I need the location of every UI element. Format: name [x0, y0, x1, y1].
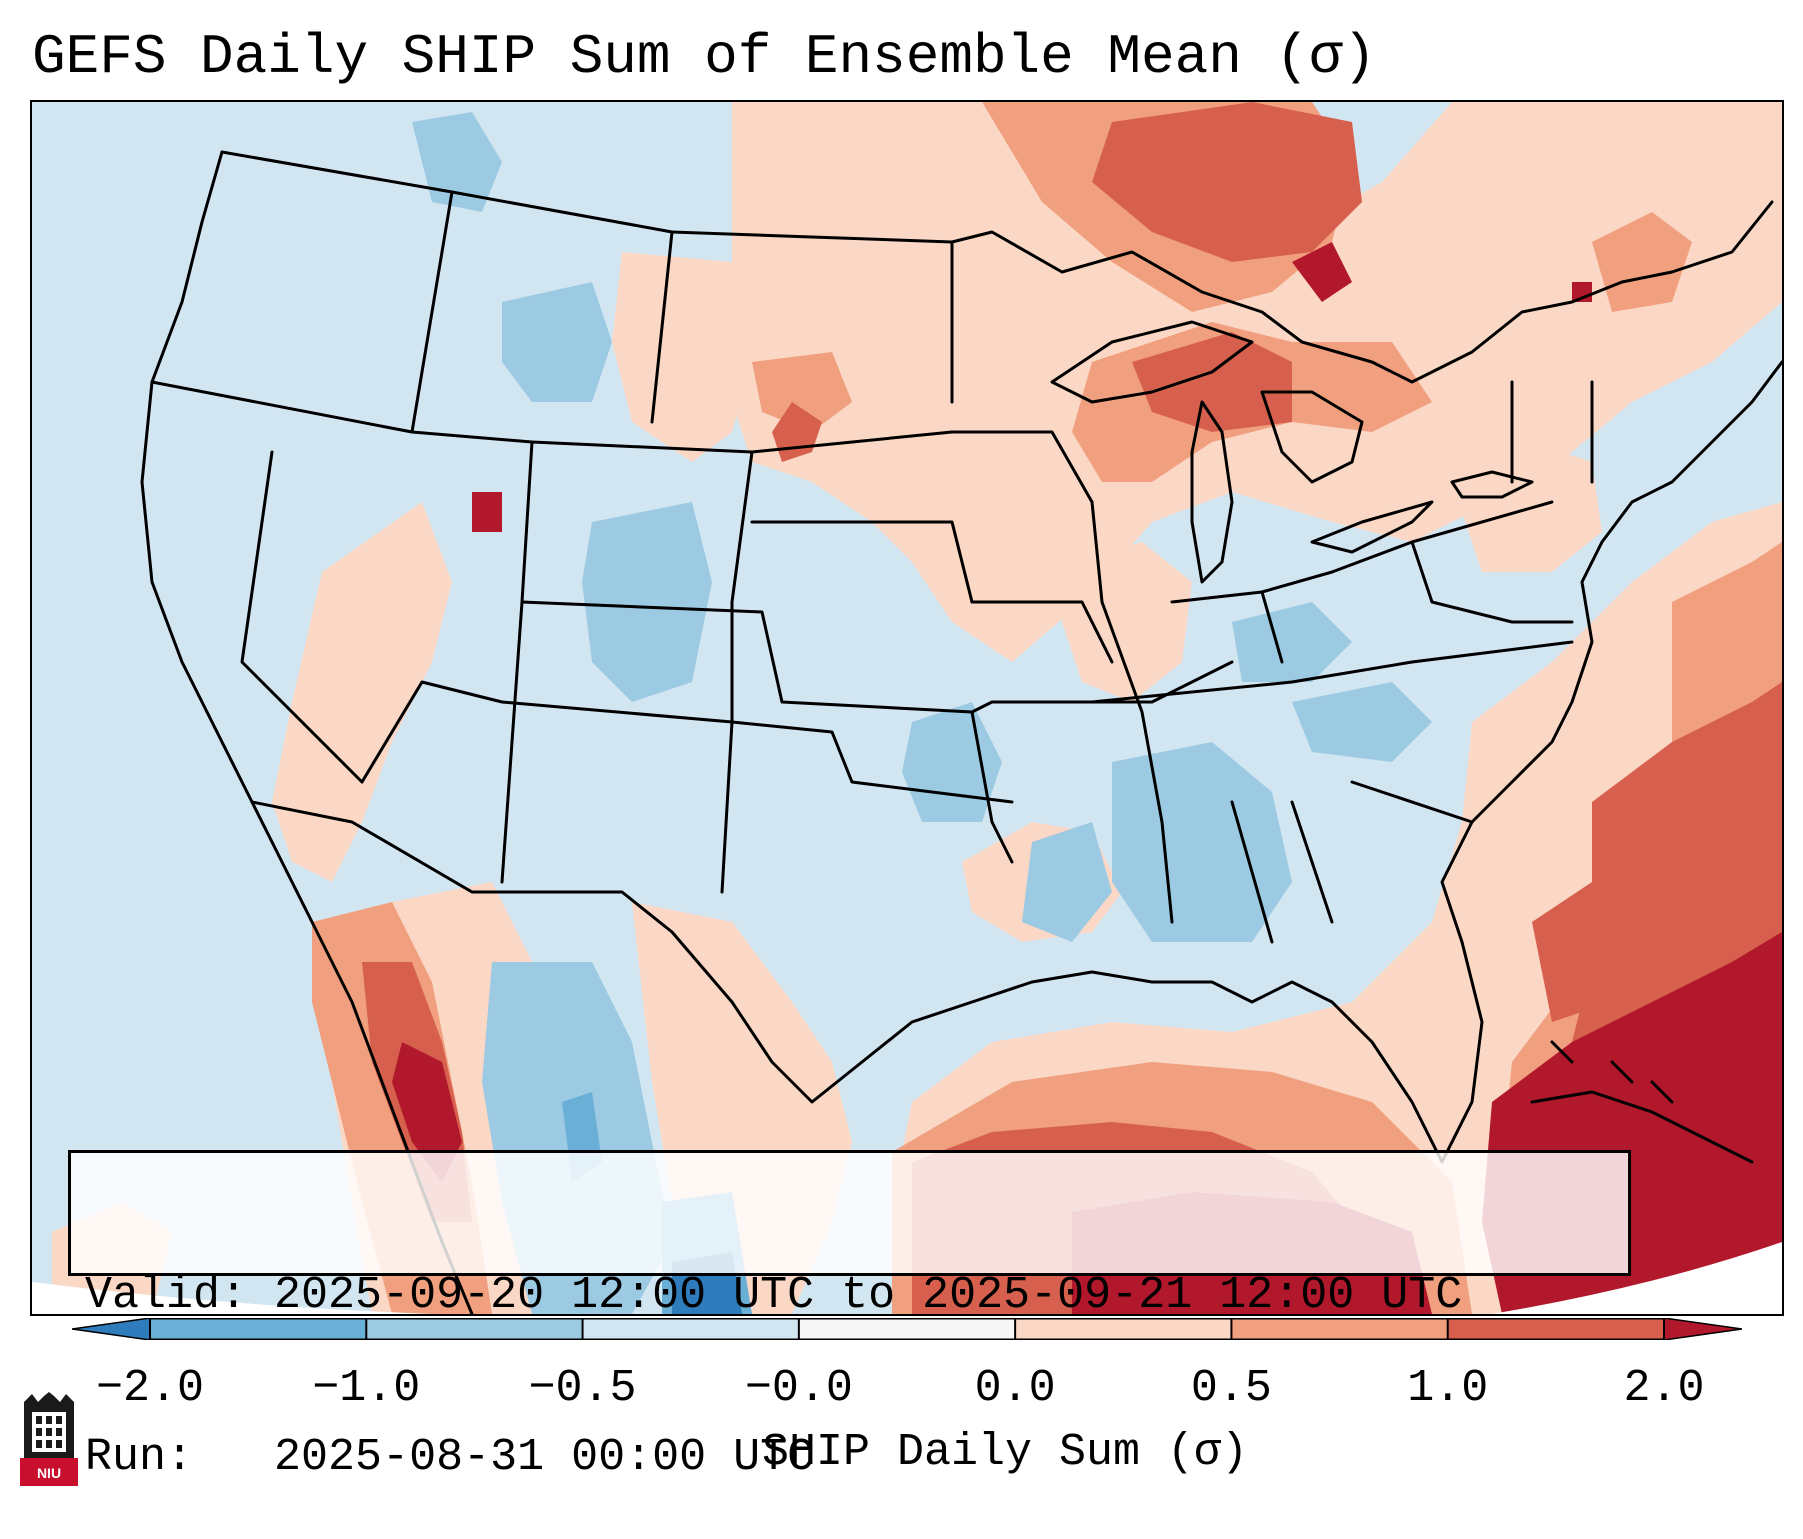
colorbar-tick-label: −0.0: [744, 1363, 853, 1414]
run-value: 2025-08-31 00:00 UTC: [274, 1432, 815, 1483]
colorbar-tick-label: −0.5: [528, 1363, 637, 1414]
east-coast: [1440, 360, 1782, 944]
niu-logo: NIU: [20, 1392, 78, 1486]
lake-huron: [1260, 390, 1364, 484]
colorbar-label: SHIP Daily Sum (σ): [761, 1427, 1249, 1478]
mexico-border: [250, 800, 734, 1004]
colorbar-tick-label: 2.0: [1623, 1363, 1705, 1414]
run-label: Run:: [85, 1432, 194, 1483]
projection-edge-right: [1492, 1242, 1782, 1314]
west-coast: [140, 150, 474, 1314]
run-row: Run: 2025-08-31 00:00 UTC: [85, 1431, 1614, 1485]
projection-edge: [32, 1282, 932, 1314]
colorbar-tick-label: 0.0: [974, 1363, 1056, 1414]
cuba: [1530, 1090, 1754, 1164]
colorbar-tick-label: 1.0: [1407, 1363, 1489, 1414]
colorbar-segment: [150, 1318, 367, 1340]
colorbar-extend-high: [1663, 1318, 1742, 1340]
colorbar-segments: [150, 1318, 1665, 1340]
niu-castle-logo-icon: [20, 1392, 78, 1486]
lake-superior: [1050, 320, 1254, 404]
colorbar-segment: [582, 1318, 800, 1340]
logo-text: NIU: [36, 1465, 62, 1481]
lake-ontario: [1450, 470, 1534, 499]
colorbar-extend-low: [72, 1318, 151, 1340]
colorbar-segment: [1447, 1318, 1665, 1340]
colorbar-segment: [1231, 1318, 1449, 1340]
colorbar: [72, 1318, 1742, 1340]
ship-anomaly-map: [32, 102, 1782, 1314]
bahamas: [1550, 1040, 1674, 1104]
valid-label: Valid:: [85, 1270, 248, 1321]
figure-title: GEFS Daily SHIP Sum of Ensemble Mean (σ): [32, 25, 1377, 89]
valid-value: 2025-09-20 12:00 UTC to 2025-09-21 12:00…: [274, 1270, 1463, 1321]
colorbar-tick-label: −1.0: [312, 1363, 421, 1414]
lake-michigan: [1190, 400, 1234, 584]
colorbar-segment: [366, 1318, 584, 1340]
colorbar-ticks: [149, 1318, 1665, 1340]
colorbar-segment: [798, 1318, 1016, 1340]
valid-run-info-box: Valid: 2025-09-20 12:00 UTC to 2025-09-2…: [68, 1150, 1631, 1483]
colorbar-tick-label: −2.0: [95, 1363, 205, 1414]
colorbar-segment: [1015, 1318, 1232, 1340]
lake-erie: [1310, 500, 1434, 554]
map-panel: [30, 100, 1784, 1316]
valid-row: Valid: 2025-09-20 12:00 UTC to 2025-09-2…: [85, 1269, 1614, 1323]
colorbar-tick-label: 0.5: [1190, 1363, 1272, 1414]
